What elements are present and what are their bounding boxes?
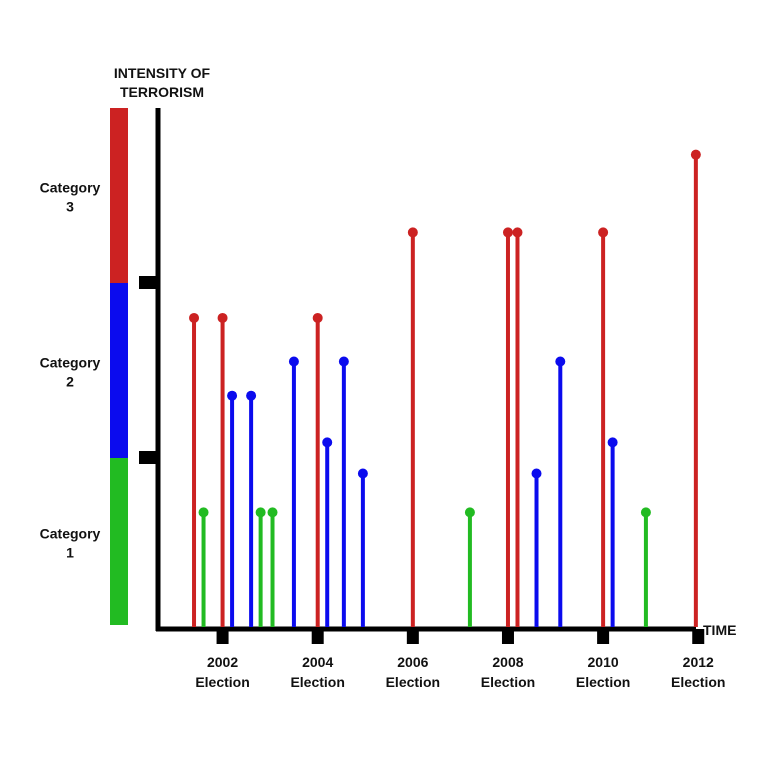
event-point-9 xyxy=(312,312,323,323)
event-point-12 xyxy=(357,468,368,479)
category-color-bar xyxy=(110,108,128,625)
x-tick-2004 xyxy=(311,629,324,644)
event-point-2 xyxy=(198,507,209,518)
x-tick-sublabel-2008: Election xyxy=(481,674,535,690)
event-point-4 xyxy=(227,390,238,401)
category-2-label-number: 2 xyxy=(66,374,74,390)
x-tick-label-2004: 2004 xyxy=(302,654,333,670)
event-point-8 xyxy=(288,356,299,367)
x-axis-ticks: 2002 Election 2004 Election 2006 Election 2008… xyxy=(195,629,725,690)
event-point-14 xyxy=(464,507,475,518)
y-axis-title-line2: TERRORISM xyxy=(120,84,204,100)
category-3-color-band xyxy=(110,108,128,283)
event-point-22 xyxy=(690,149,701,160)
event-point-11 xyxy=(338,356,349,367)
x-tick-label-2002: 2002 xyxy=(207,654,238,670)
event-point-10 xyxy=(322,437,333,448)
event-point-15 xyxy=(502,227,513,238)
x-tick-sublabel-2012: Election xyxy=(671,674,725,690)
category-3-label-number: 3 xyxy=(66,199,74,215)
event-point-3 xyxy=(217,312,228,323)
category-1-color-band xyxy=(110,458,128,625)
category-labels: Category 1 Category 2 Category 3 xyxy=(40,180,101,561)
x-tick-sublabel-2004: Election xyxy=(290,674,344,690)
event-point-7 xyxy=(267,507,278,518)
event-stems xyxy=(189,149,701,627)
x-tick-label-2008: 2008 xyxy=(492,654,523,670)
x-tick-label-2012: 2012 xyxy=(683,654,714,670)
y-axis-title-line1: INTENSITY OF xyxy=(114,65,211,81)
y-axis-ticks xyxy=(139,276,158,464)
event-point-13 xyxy=(407,227,418,238)
event-point-17 xyxy=(531,468,542,479)
category-2-label-word: Category xyxy=(40,355,101,371)
y-boundary-tick xyxy=(139,451,158,464)
x-tick-2008 xyxy=(501,629,514,644)
y-boundary-tick xyxy=(139,276,158,289)
event-point-5 xyxy=(246,390,257,401)
event-point-20 xyxy=(607,437,618,448)
category-1-label-number: 1 xyxy=(66,545,74,561)
x-tick-2006 xyxy=(406,629,419,644)
x-tick-label-2006: 2006 xyxy=(397,654,428,670)
category-2-color-band xyxy=(110,283,128,458)
event-point-1 xyxy=(189,312,200,323)
x-tick-2010 xyxy=(597,629,610,644)
x-tick-label-2010: 2010 xyxy=(588,654,619,670)
event-point-16 xyxy=(512,227,523,238)
x-tick-2002 xyxy=(216,629,229,644)
x-tick-2012 xyxy=(692,629,705,644)
x-tick-sublabel-2002: Election xyxy=(195,674,249,690)
event-point-19 xyxy=(598,227,609,238)
category-3-label-word: Category xyxy=(40,180,101,196)
event-point-18 xyxy=(555,356,566,367)
x-tick-sublabel-2010: Election xyxy=(576,674,630,690)
category-1-label-word: Category xyxy=(40,526,101,542)
event-point-6 xyxy=(255,507,266,518)
x-axis-title: TIME xyxy=(703,622,736,638)
x-tick-sublabel-2006: Election xyxy=(386,674,440,690)
event-point-21 xyxy=(640,507,651,518)
